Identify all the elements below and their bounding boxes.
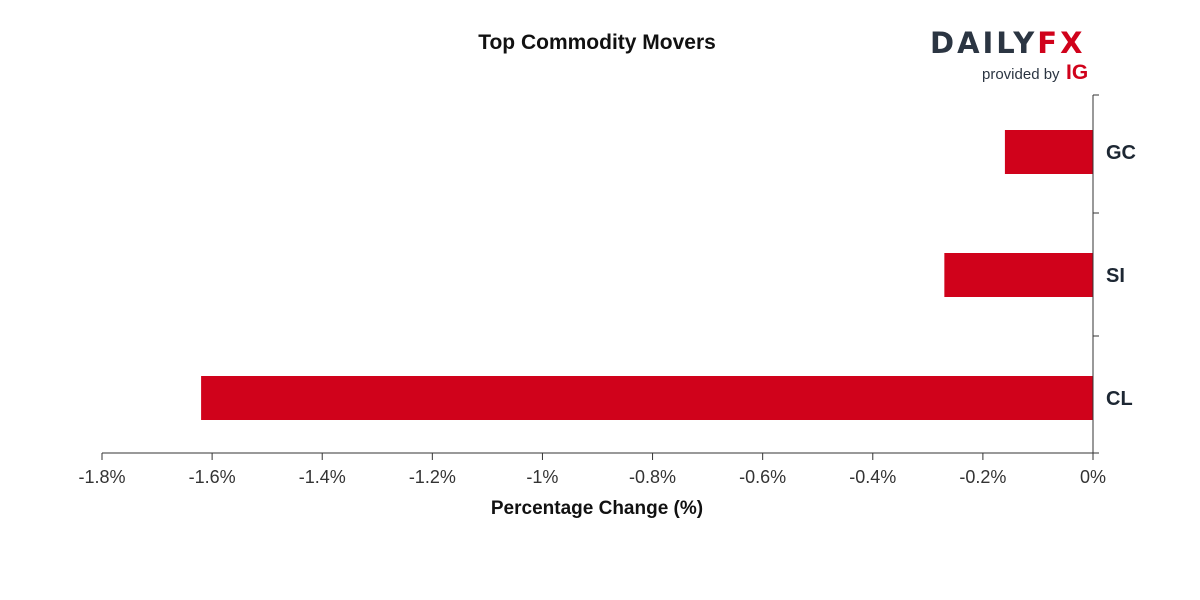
x-axis-title: Percentage Change (%) <box>491 498 703 519</box>
dailyfx-logo: DAILYFX provided by IG <box>920 26 1100 86</box>
bar-si <box>944 253 1093 297</box>
x-tick-label: -1% <box>526 467 558 487</box>
x-tick-label: -0.6% <box>739 467 786 487</box>
x-tick-label: -0.8% <box>629 467 676 487</box>
category-label-si: SI <box>1106 265 1125 287</box>
bar-cl <box>201 376 1094 420</box>
bar-gc <box>1004 130 1093 174</box>
axes-layer: GC SI CL -1.8% -1.6% -1.4% -1.2% -1% -0.8% -0.6% -… <box>78 94 1136 487</box>
wordmark-fx: FX <box>1037 26 1086 60</box>
bars-layer <box>201 130 1094 420</box>
x-tick-label: -1.8% <box>78 467 125 487</box>
category-label-gc: GC <box>1106 142 1136 164</box>
x-tick-label: -1.6% <box>189 467 236 487</box>
category-label-cl: CL <box>1106 388 1133 410</box>
chart-title: Top Commodity Movers <box>478 31 716 54</box>
x-tick-label: -1.2% <box>409 467 456 487</box>
x-tick-label: -0.2% <box>959 467 1006 487</box>
x-tick-label: -0.4% <box>849 467 896 487</box>
dailyfx-wordmark: DAILYFX <box>930 26 1085 60</box>
x-tick-label: -1.4% <box>299 467 346 487</box>
provided-by-text: provided by <box>982 66 1060 83</box>
x-tick-label: 0% <box>1080 467 1106 487</box>
ig-logo: IG <box>1066 61 1089 84</box>
wordmark-daily: DAILY <box>930 26 1038 60</box>
